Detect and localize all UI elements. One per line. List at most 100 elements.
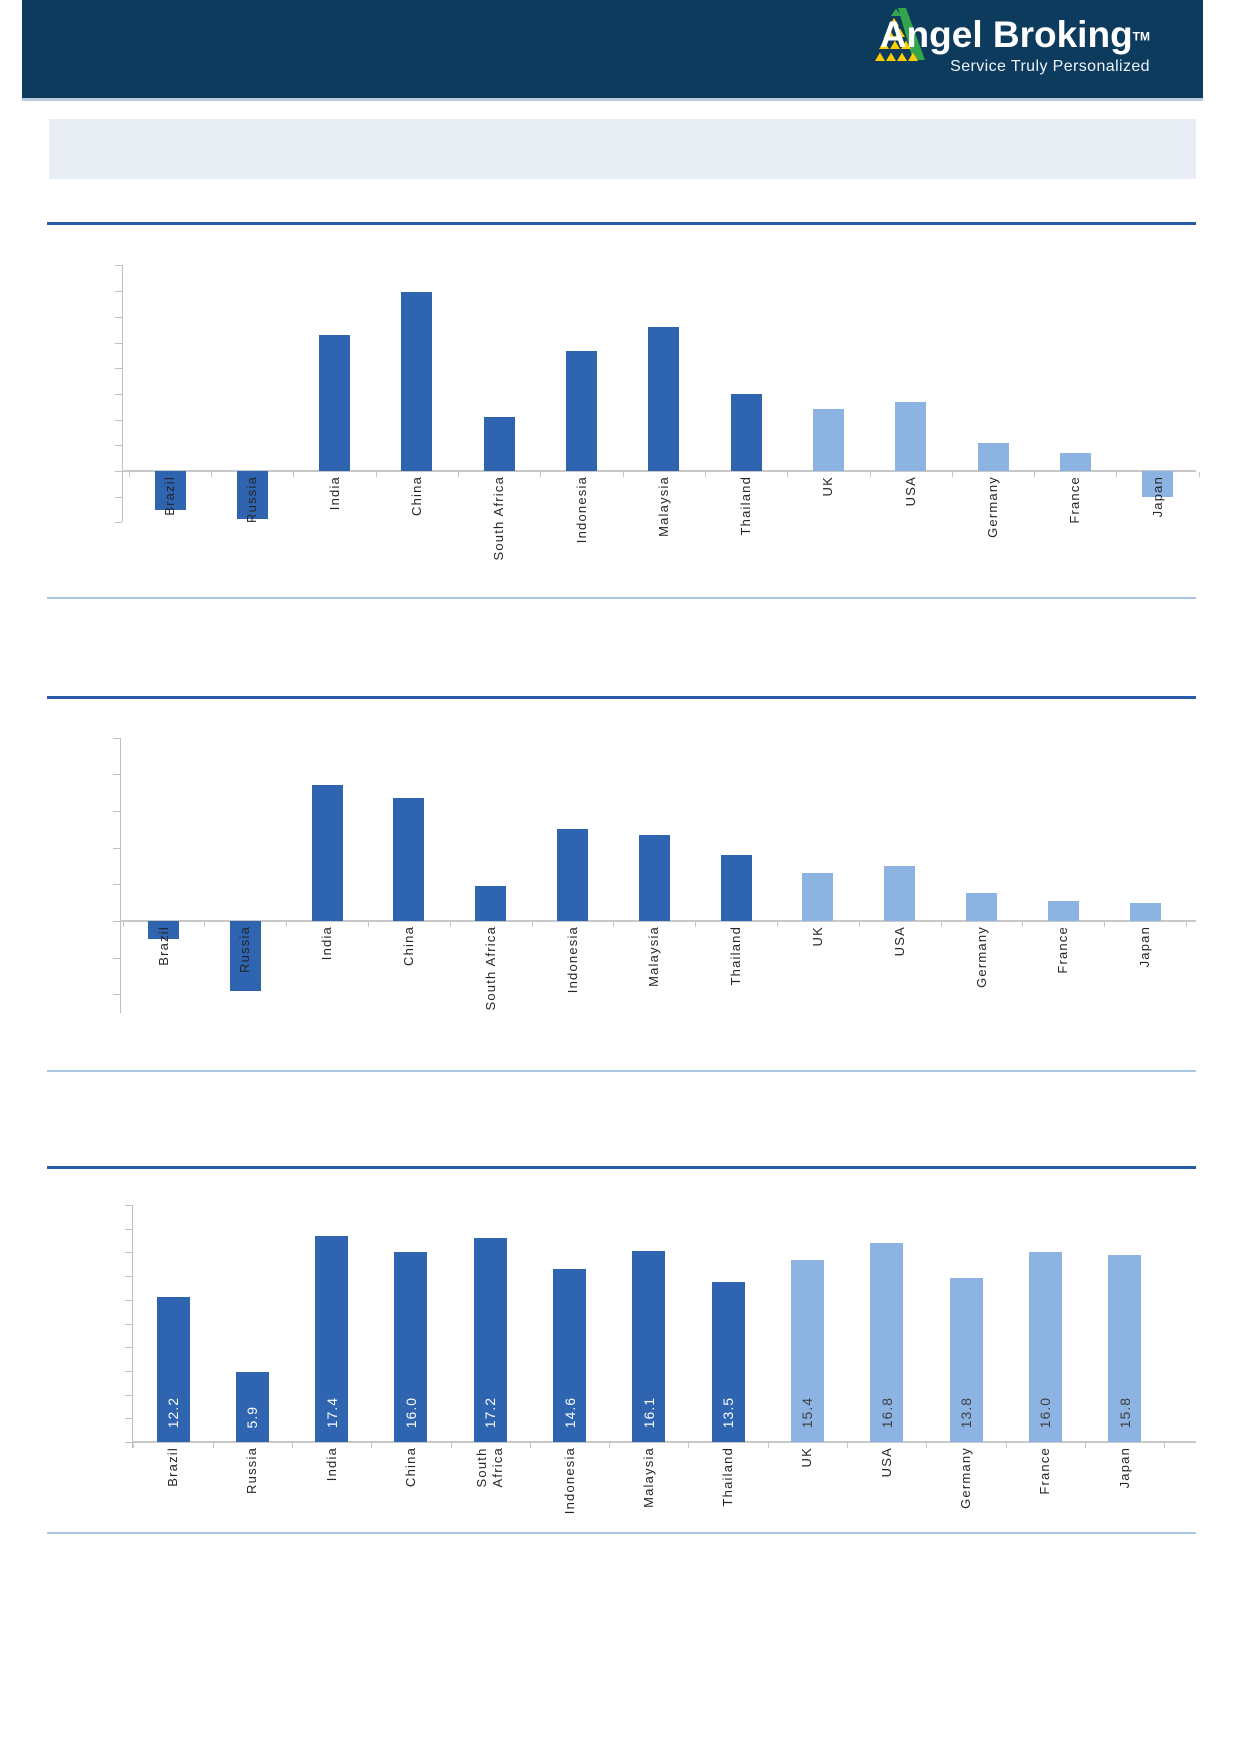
- y-axis-tick: [125, 1299, 132, 1301]
- bar-brazil: [148, 921, 179, 940]
- x-label-indonesia: Indonesia: [564, 926, 580, 994]
- value-label-malaysia: 16.1: [640, 1396, 657, 1428]
- y-axis: [122, 265, 123, 523]
- x-label-uk: UK: [799, 1447, 815, 1468]
- x-label-france: France: [1067, 476, 1083, 524]
- bar-china: [394, 1252, 428, 1442]
- x-label-south-africa: South Africa: [474, 1447, 506, 1488]
- x-label-japan: Japan: [1137, 926, 1153, 968]
- x-axis-tick: [613, 922, 615, 927]
- x-axis-tick: [940, 922, 942, 927]
- bar-south-africa: [483, 417, 515, 471]
- bar-uk: [812, 409, 844, 471]
- x-label-china: China: [400, 926, 416, 966]
- value-label-brazil: 12.2: [165, 1396, 181, 1428]
- bar-uk: [790, 1259, 824, 1442]
- x-label-uk: UK: [820, 476, 836, 497]
- x-label-malaysia: Malaysia: [655, 476, 671, 537]
- x-label-brazil: Brazil: [165, 1447, 180, 1487]
- bar-usa: [884, 865, 916, 921]
- bar-china: [393, 798, 425, 921]
- brand-tagline: Service Truly Personalized: [950, 58, 1150, 75]
- x-axis-tick: [704, 472, 706, 477]
- x-axis-tick: [1022, 922, 1024, 927]
- title-banner: [49, 119, 1196, 179]
- brand-trademark: TM: [1132, 29, 1150, 44]
- x-label-south-africa: South Africa: [482, 926, 498, 1011]
- bar-india: [315, 1235, 349, 1442]
- x-label-india: India: [326, 476, 342, 511]
- x-axis-tick: [458, 472, 460, 477]
- y-axis-tick: [125, 1442, 132, 1443]
- x-axis-tick: [688, 1443, 690, 1448]
- bar-china: [401, 292, 433, 471]
- x-axis-tick: [128, 472, 130, 477]
- y-axis-tick: [125, 1205, 132, 1206]
- x-label-brazil: Brazil: [162, 476, 177, 516]
- header-bar: Angel BrokingTM Service Truly Personaliz…: [22, 0, 1203, 101]
- y-axis-tick: [115, 342, 122, 344]
- x-axis-tick: [777, 922, 778, 927]
- bar-malaysia: [648, 327, 680, 471]
- x-axis-tick: [869, 472, 871, 477]
- y-axis-tick: [115, 291, 122, 293]
- bar-japan: [1108, 1254, 1142, 1442]
- x-axis-tick: [858, 922, 860, 927]
- value-label-japan: 15.8: [1116, 1396, 1133, 1428]
- chart-title-rule: [47, 1166, 1196, 1169]
- brand-block: Angel BrokingTM Service Truly Personaliz…: [880, 14, 1150, 76]
- y-axis-tick: [125, 1228, 132, 1230]
- x-label-usa: USA: [878, 1447, 894, 1478]
- y-axis-tick: [113, 921, 120, 922]
- x-label-russia: Russia: [244, 476, 260, 523]
- x-axis-baseline: [132, 1441, 1196, 1443]
- x-axis-tick: [375, 472, 377, 477]
- x-axis-tick: [1034, 472, 1036, 477]
- bar-uk: [802, 873, 834, 921]
- y-axis-tick: [115, 496, 122, 498]
- x-label-indonesia: Indonesia: [561, 1447, 577, 1515]
- x-axis-tick: [204, 922, 206, 927]
- bar-malaysia: [632, 1251, 666, 1442]
- bar-usa: [895, 401, 927, 471]
- x-axis-tick: [622, 472, 624, 477]
- section-divider: [47, 1532, 1196, 1534]
- y-axis-tick: [113, 847, 120, 849]
- bar-germany: [977, 442, 1009, 471]
- chart-title-rule: [47, 222, 1196, 225]
- y-axis-tick: [125, 1394, 132, 1396]
- chart-title-rule: [47, 696, 1196, 699]
- x-label-thailand: Thailand: [720, 1447, 736, 1507]
- bar-france: [1059, 453, 1091, 471]
- x-label-uk: UK: [809, 926, 825, 947]
- y-axis-tick: [113, 737, 120, 739]
- x-axis-tick: [847, 1443, 849, 1448]
- bar-japan: [1142, 471, 1174, 497]
- x-label-thailand: Thailand: [738, 476, 754, 536]
- x-label-france: France: [1055, 926, 1071, 974]
- bar-south-africa: [475, 886, 507, 921]
- y-axis-tick: [115, 419, 122, 421]
- y-axis-tick: [125, 1370, 132, 1372]
- bar-russia: [235, 1372, 269, 1442]
- y-axis-tick: [125, 1418, 132, 1420]
- x-axis-tick: [1005, 1443, 1007, 1448]
- x-axis-tick: [609, 1443, 611, 1448]
- bar-indonesia: [553, 1268, 586, 1442]
- bar-germany: [966, 893, 997, 921]
- x-label-india: India: [319, 926, 335, 961]
- x-label-germany: Germany: [958, 1447, 973, 1509]
- x-label-indonesia: Indonesia: [573, 476, 589, 544]
- y-axis: [132, 1205, 133, 1448]
- bar-brazil: [156, 1297, 190, 1442]
- x-label-russia: Russia: [244, 1447, 260, 1494]
- x-axis-tick: [371, 1443, 373, 1448]
- x-label-brazil: Brazil: [155, 926, 171, 966]
- x-axis-tick: [1084, 1443, 1086, 1448]
- x-axis-tick: [951, 472, 953, 477]
- bar-india: [311, 785, 343, 921]
- x-label-usa: USA: [902, 476, 918, 507]
